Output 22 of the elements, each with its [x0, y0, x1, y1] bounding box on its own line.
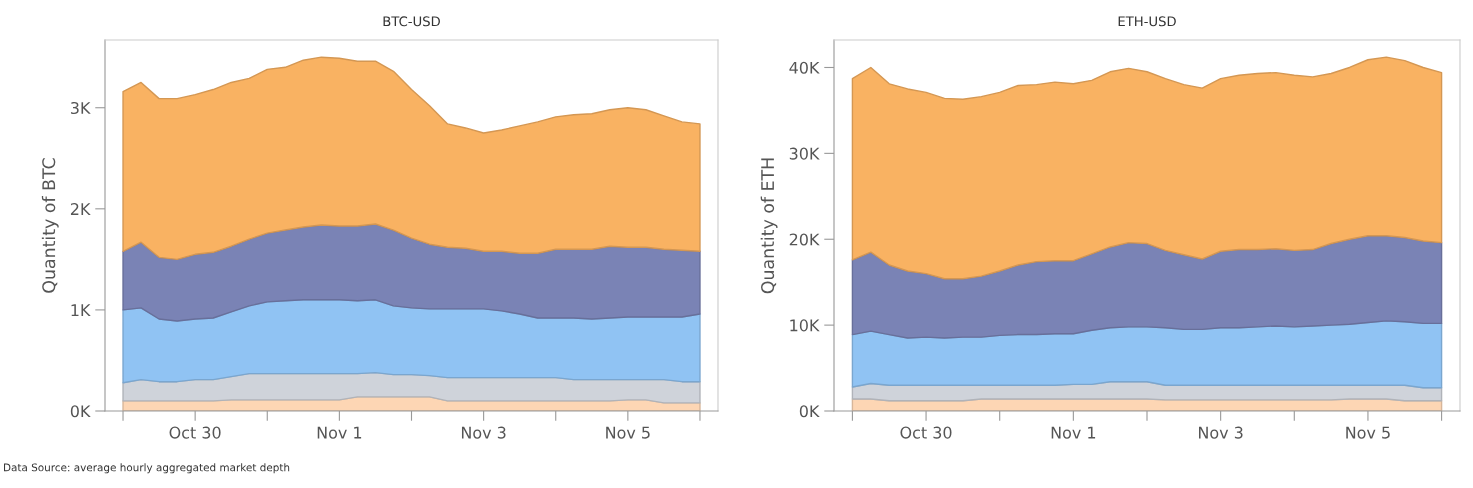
- y-axis-title: Quantity of ETH: [760, 158, 778, 294]
- y-tick-label: 40K: [789, 61, 820, 74]
- y-tick-label: 20K: [789, 233, 820, 246]
- y-tick-label: 3K: [71, 101, 91, 115]
- y-tick-label: 10K: [790, 319, 820, 332]
- x-tick-label: Oct 30: [169, 426, 221, 439]
- y-tick-label: 1K: [71, 304, 91, 316]
- y-tick-label: 2K: [70, 203, 91, 215]
- y-tick-label: 30K: [789, 147, 820, 160]
- x-tick-label: Nov 1: [317, 426, 362, 439]
- chart-title: ETH-USD: [1118, 16, 1176, 27]
- x-tick-label: Oct 30: [900, 426, 952, 439]
- x-tick-label: Nov 5: [1346, 426, 1390, 439]
- y-tick-label: 0K: [70, 405, 91, 418]
- chart-title: BTC-USD: [383, 16, 440, 27]
- y-axis-title: Quantity of BTC: [41, 158, 59, 293]
- x-tick-label: Nov 3: [1199, 426, 1243, 439]
- y-tick-label: 0K: [799, 405, 820, 418]
- source-note: Data Source: average hourly aggregated market depth: [4, 463, 290, 474]
- x-tick-label: Nov 1: [1051, 426, 1096, 439]
- x-tick-label: Nov 3: [461, 426, 506, 439]
- x-tick-label: Nov 5: [606, 426, 650, 439]
